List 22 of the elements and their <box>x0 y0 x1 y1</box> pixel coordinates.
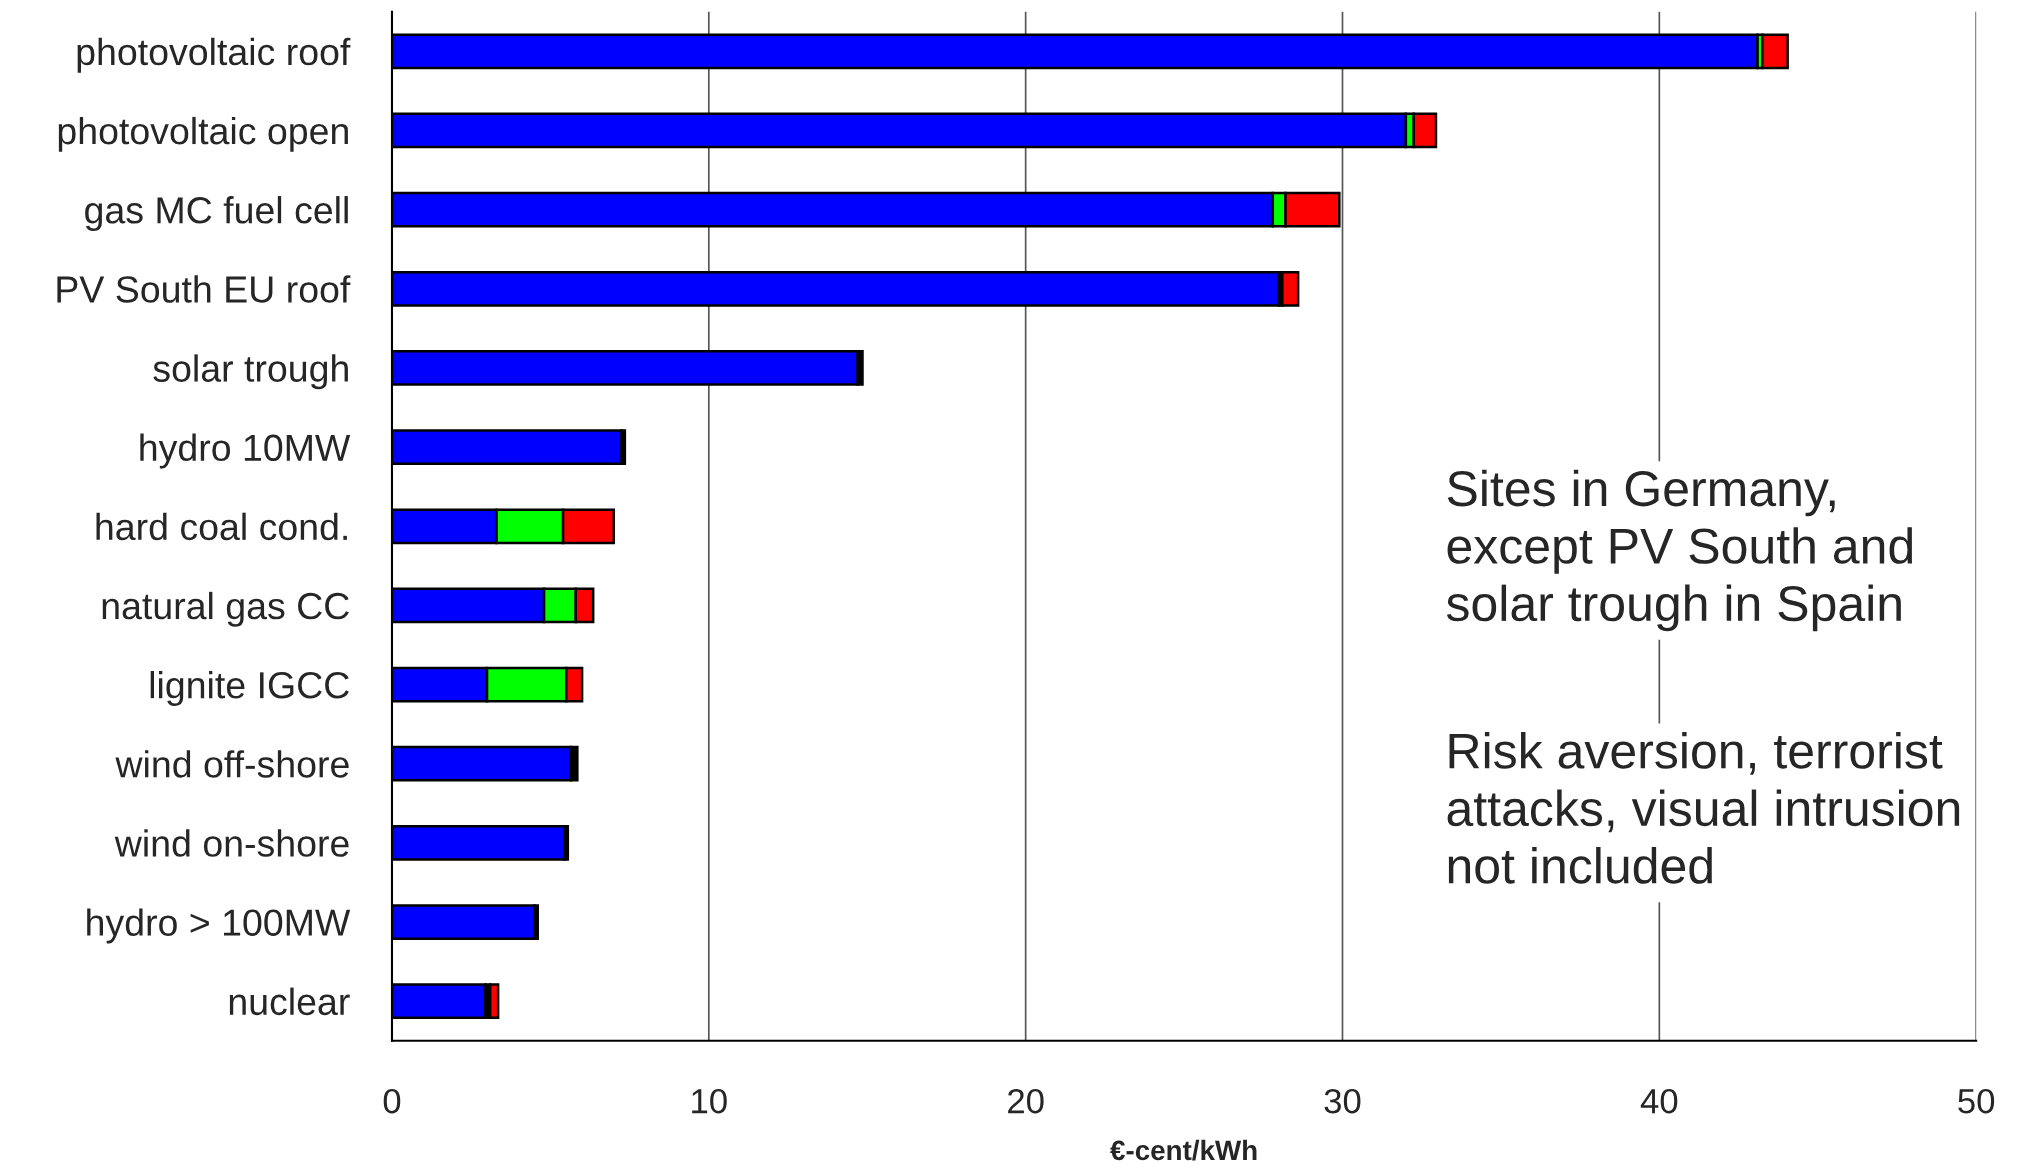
y-tick-label: lignite IGCC <box>150 670 349 706</box>
y-tick-label: nuclear <box>229 987 350 1016</box>
y-tick-label: gas MC fuel cell <box>85 196 348 232</box>
x-tick-label: 50 <box>1958 1088 1995 1114</box>
y-tick-label: wind on-shore <box>114 829 349 857</box>
annotation: Sites in Germany, except PV South and solar trough in Spain <box>1446 469 1913 632</box>
y-tick-label: photovoltaic roof <box>77 37 351 73</box>
y-tick-label: hydro > 100MW <box>87 908 351 944</box>
y-tick-label: photovoltaic open <box>58 116 348 152</box>
x-tick-label: 40 <box>1640 1088 1678 1114</box>
y-tick-label: solar trough <box>153 354 348 390</box>
x-tick-label: 20 <box>1008 1088 1044 1114</box>
x-axis-title: €-cent/kWh <box>1110 1139 1257 1161</box>
x-tick-label: 0 <box>383 1088 401 1114</box>
annotation: Risk aversion, terrorist attacks, visual intrusion not included <box>1447 732 1960 884</box>
y-tick-label: PV South EU roof <box>57 275 351 303</box>
y-tick-label: hard coal cond. <box>96 512 347 541</box>
y-tick-label: hydro 10MW <box>140 433 351 469</box>
y-tick-label: wind off-shore <box>115 750 349 778</box>
y-tick-label: natural gas CC <box>102 591 349 627</box>
x-tick-label: 30 <box>1324 1088 1361 1114</box>
x-tick-label: 10 <box>692 1088 727 1114</box>
